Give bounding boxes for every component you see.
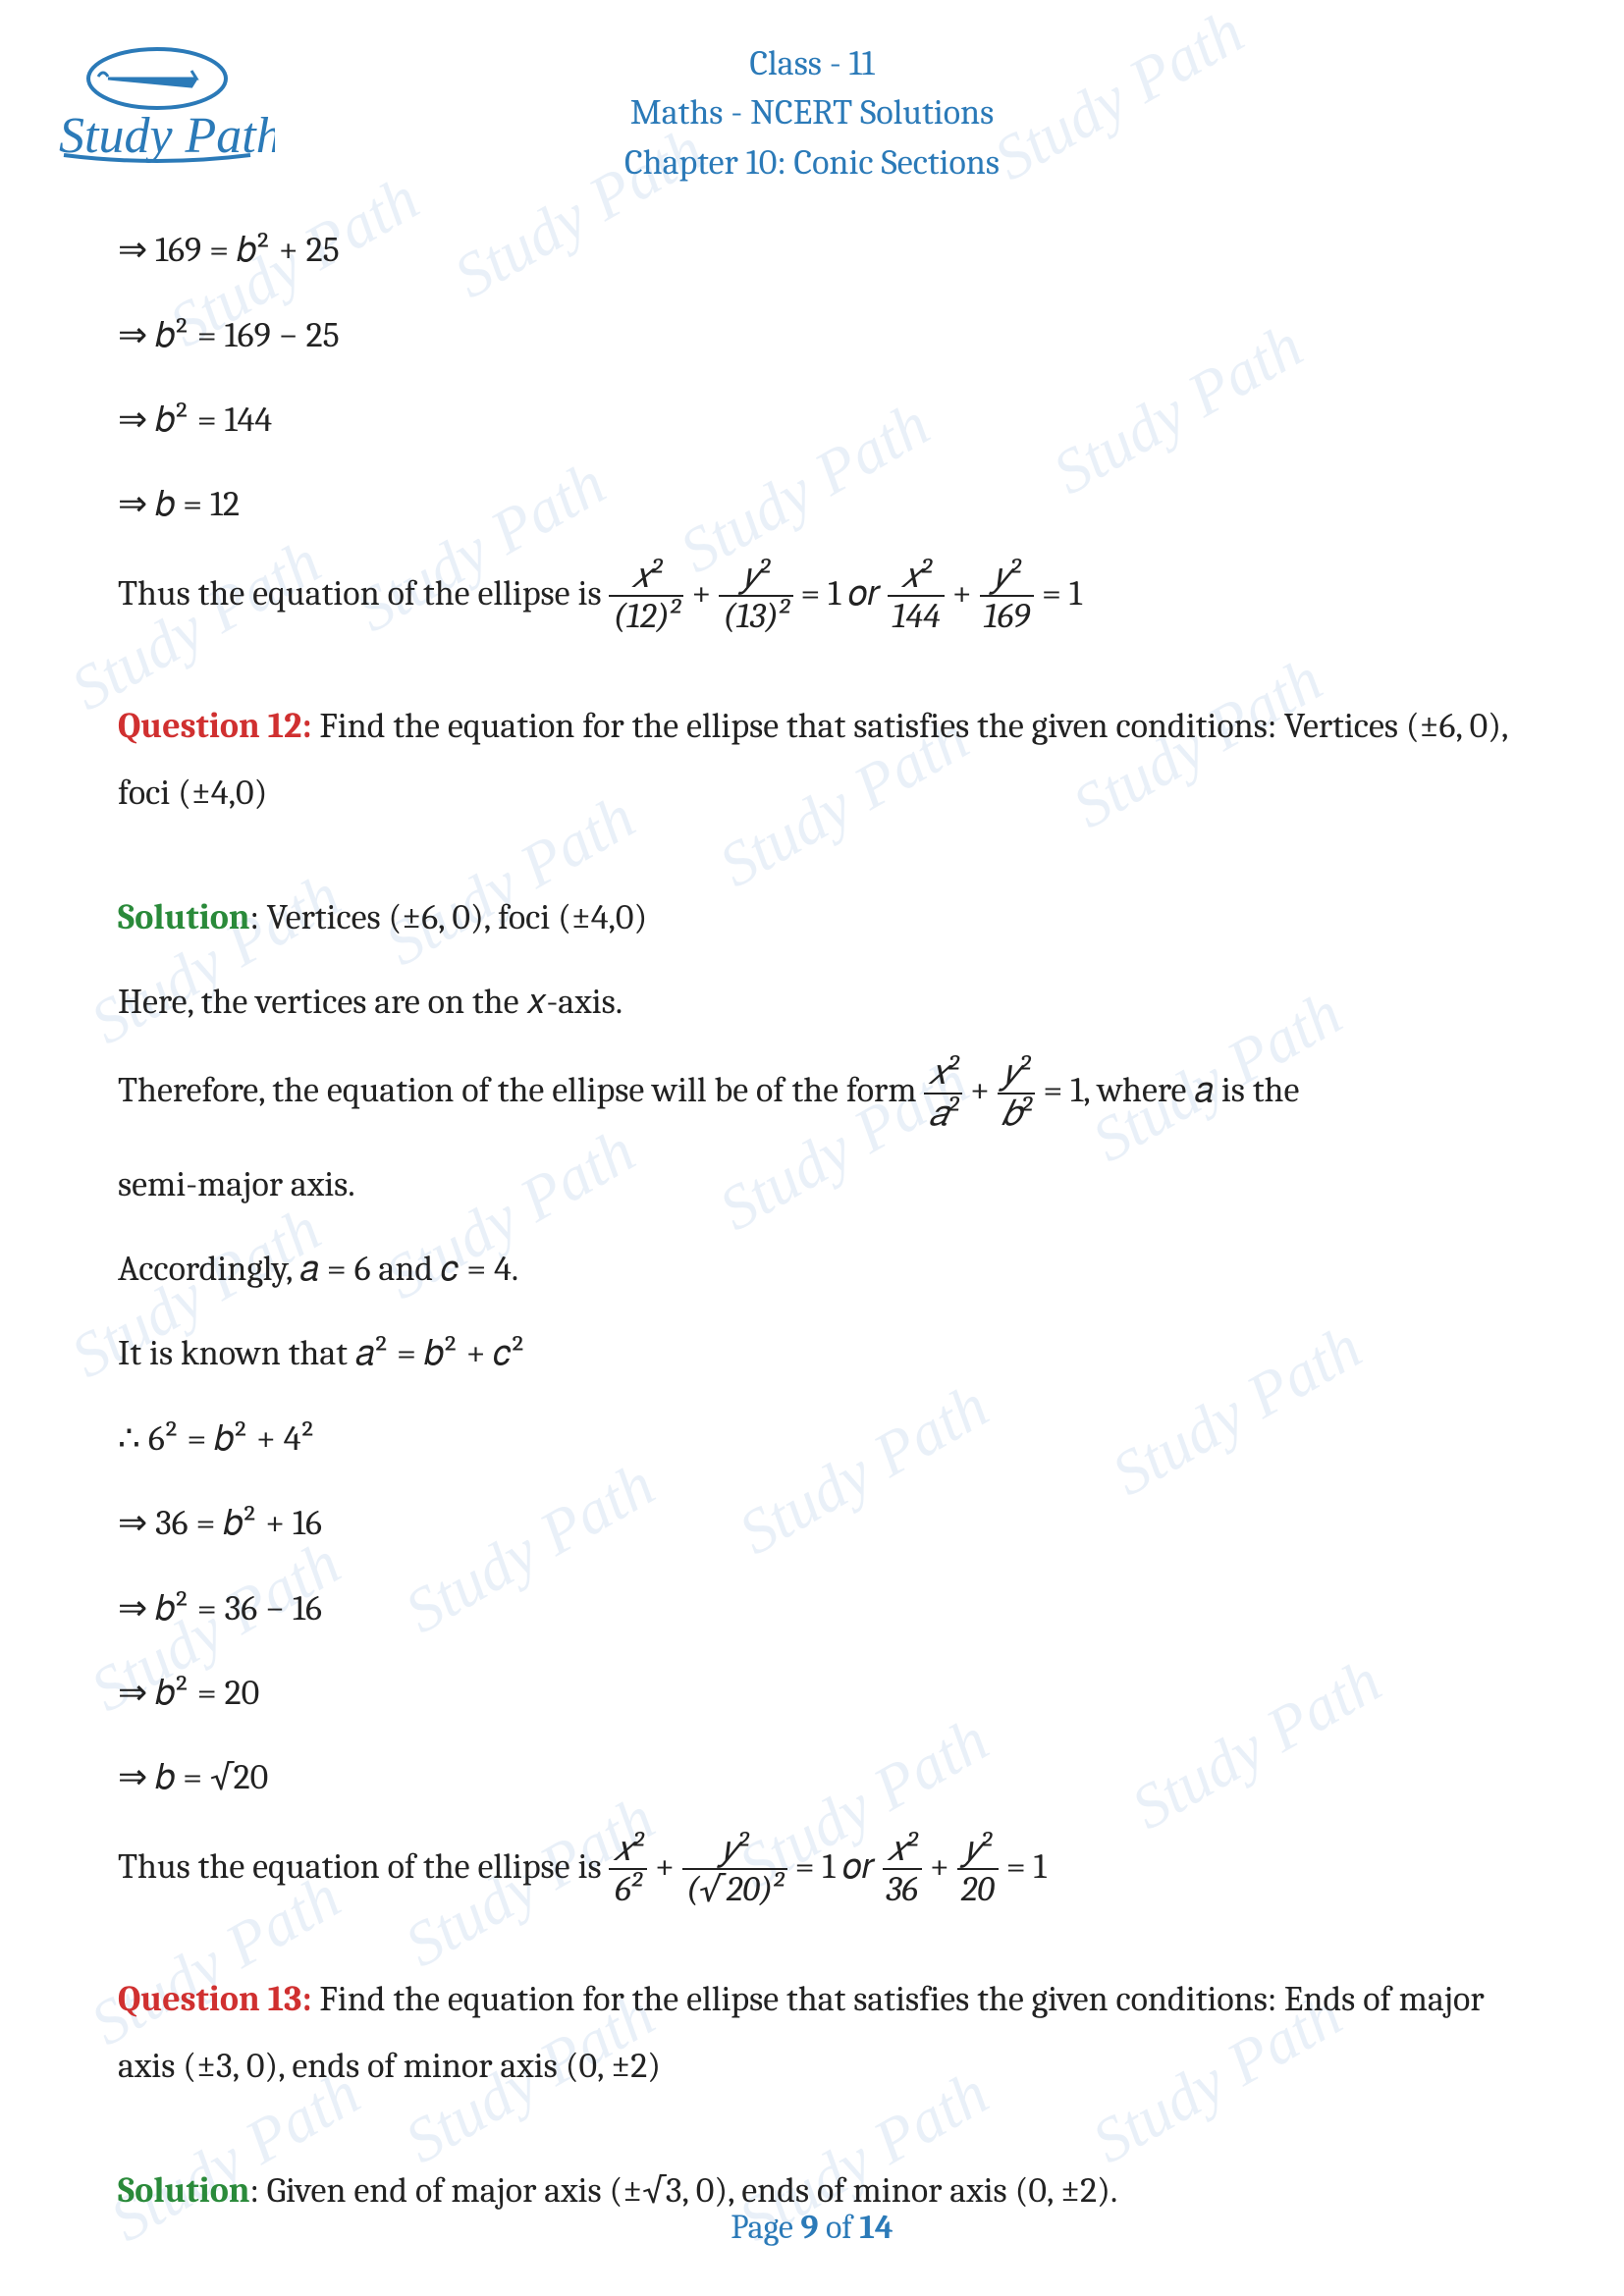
text-line: semi-major axis. <box>118 1151 1545 1218</box>
page-content: ⇒ 169 = 𝑏² + 25 ⇒ 𝑏² = 169 − 25 ⇒ 𝑏² = 1… <box>0 187 1624 2224</box>
form-equation: Therefore, the equation of the ellipse w… <box>118 1053 1545 1133</box>
equation-line: ∴ 6² = 𝑏² + 4² <box>118 1406 1545 1472</box>
question-13: Question 13: Find the equation for the e… <box>118 1966 1545 2101</box>
equation-line: ⇒ 𝑏² = 20 <box>118 1660 1545 1727</box>
text-line: Here, the vertices are on the 𝑥-axis. <box>118 969 1545 1036</box>
page-footer: Page 9 of 14 <box>0 2208 1624 2247</box>
question-label: Question 12: <box>118 706 311 746</box>
solution-label: Solution <box>118 2170 250 2211</box>
equation-line: ⇒ 𝑏 = √20 <box>118 1744 1545 1811</box>
result-equation: Thus the equation of the ellipse is 𝑥²(1… <box>118 557 1545 636</box>
result-equation: Thus the equation of the ellipse is 𝑥²6²… <box>118 1830 1545 1909</box>
header-subject: Maths - NCERT Solutions <box>0 88 1624 137</box>
equation-line: ⇒ 169 = 𝑏² + 25 <box>118 217 1545 284</box>
page-header: Class - 11 Maths - NCERT Solutions Chapt… <box>0 0 1624 187</box>
equation-line: ⇒ 𝑏² = 169 − 25 <box>118 302 1545 369</box>
header-chapter: Chapter 10: Conic Sections <box>0 138 1624 187</box>
header-class: Class - 11 <box>0 39 1624 88</box>
equation-line: ⇒ 𝑏² = 144 <box>118 387 1545 454</box>
text-line: Accordingly, 𝑎 = 6 and 𝑐 = 4. <box>118 1236 1545 1303</box>
equation-line: ⇒ 36 = 𝑏² + 16 <box>118 1490 1545 1557</box>
question-12: Question 12: Find the equation for the e… <box>118 693 1545 828</box>
equation-line: ⇒ 𝑏 = 12 <box>118 471 1545 538</box>
equation-line: ⇒ 𝑏² = 36 − 16 <box>118 1575 1545 1642</box>
page-number-total: 14 <box>859 2208 893 2247</box>
solution-label: Solution <box>118 897 250 937</box>
solution-12: Solution: Vertices (±6, 0), foci (±4,0) <box>118 884 1545 951</box>
text-line: It is known that 𝑎² = 𝑏² + 𝑐² <box>118 1320 1545 1387</box>
question-label: Question 13: <box>118 1979 312 2019</box>
page-number-current: 9 <box>800 2208 818 2247</box>
